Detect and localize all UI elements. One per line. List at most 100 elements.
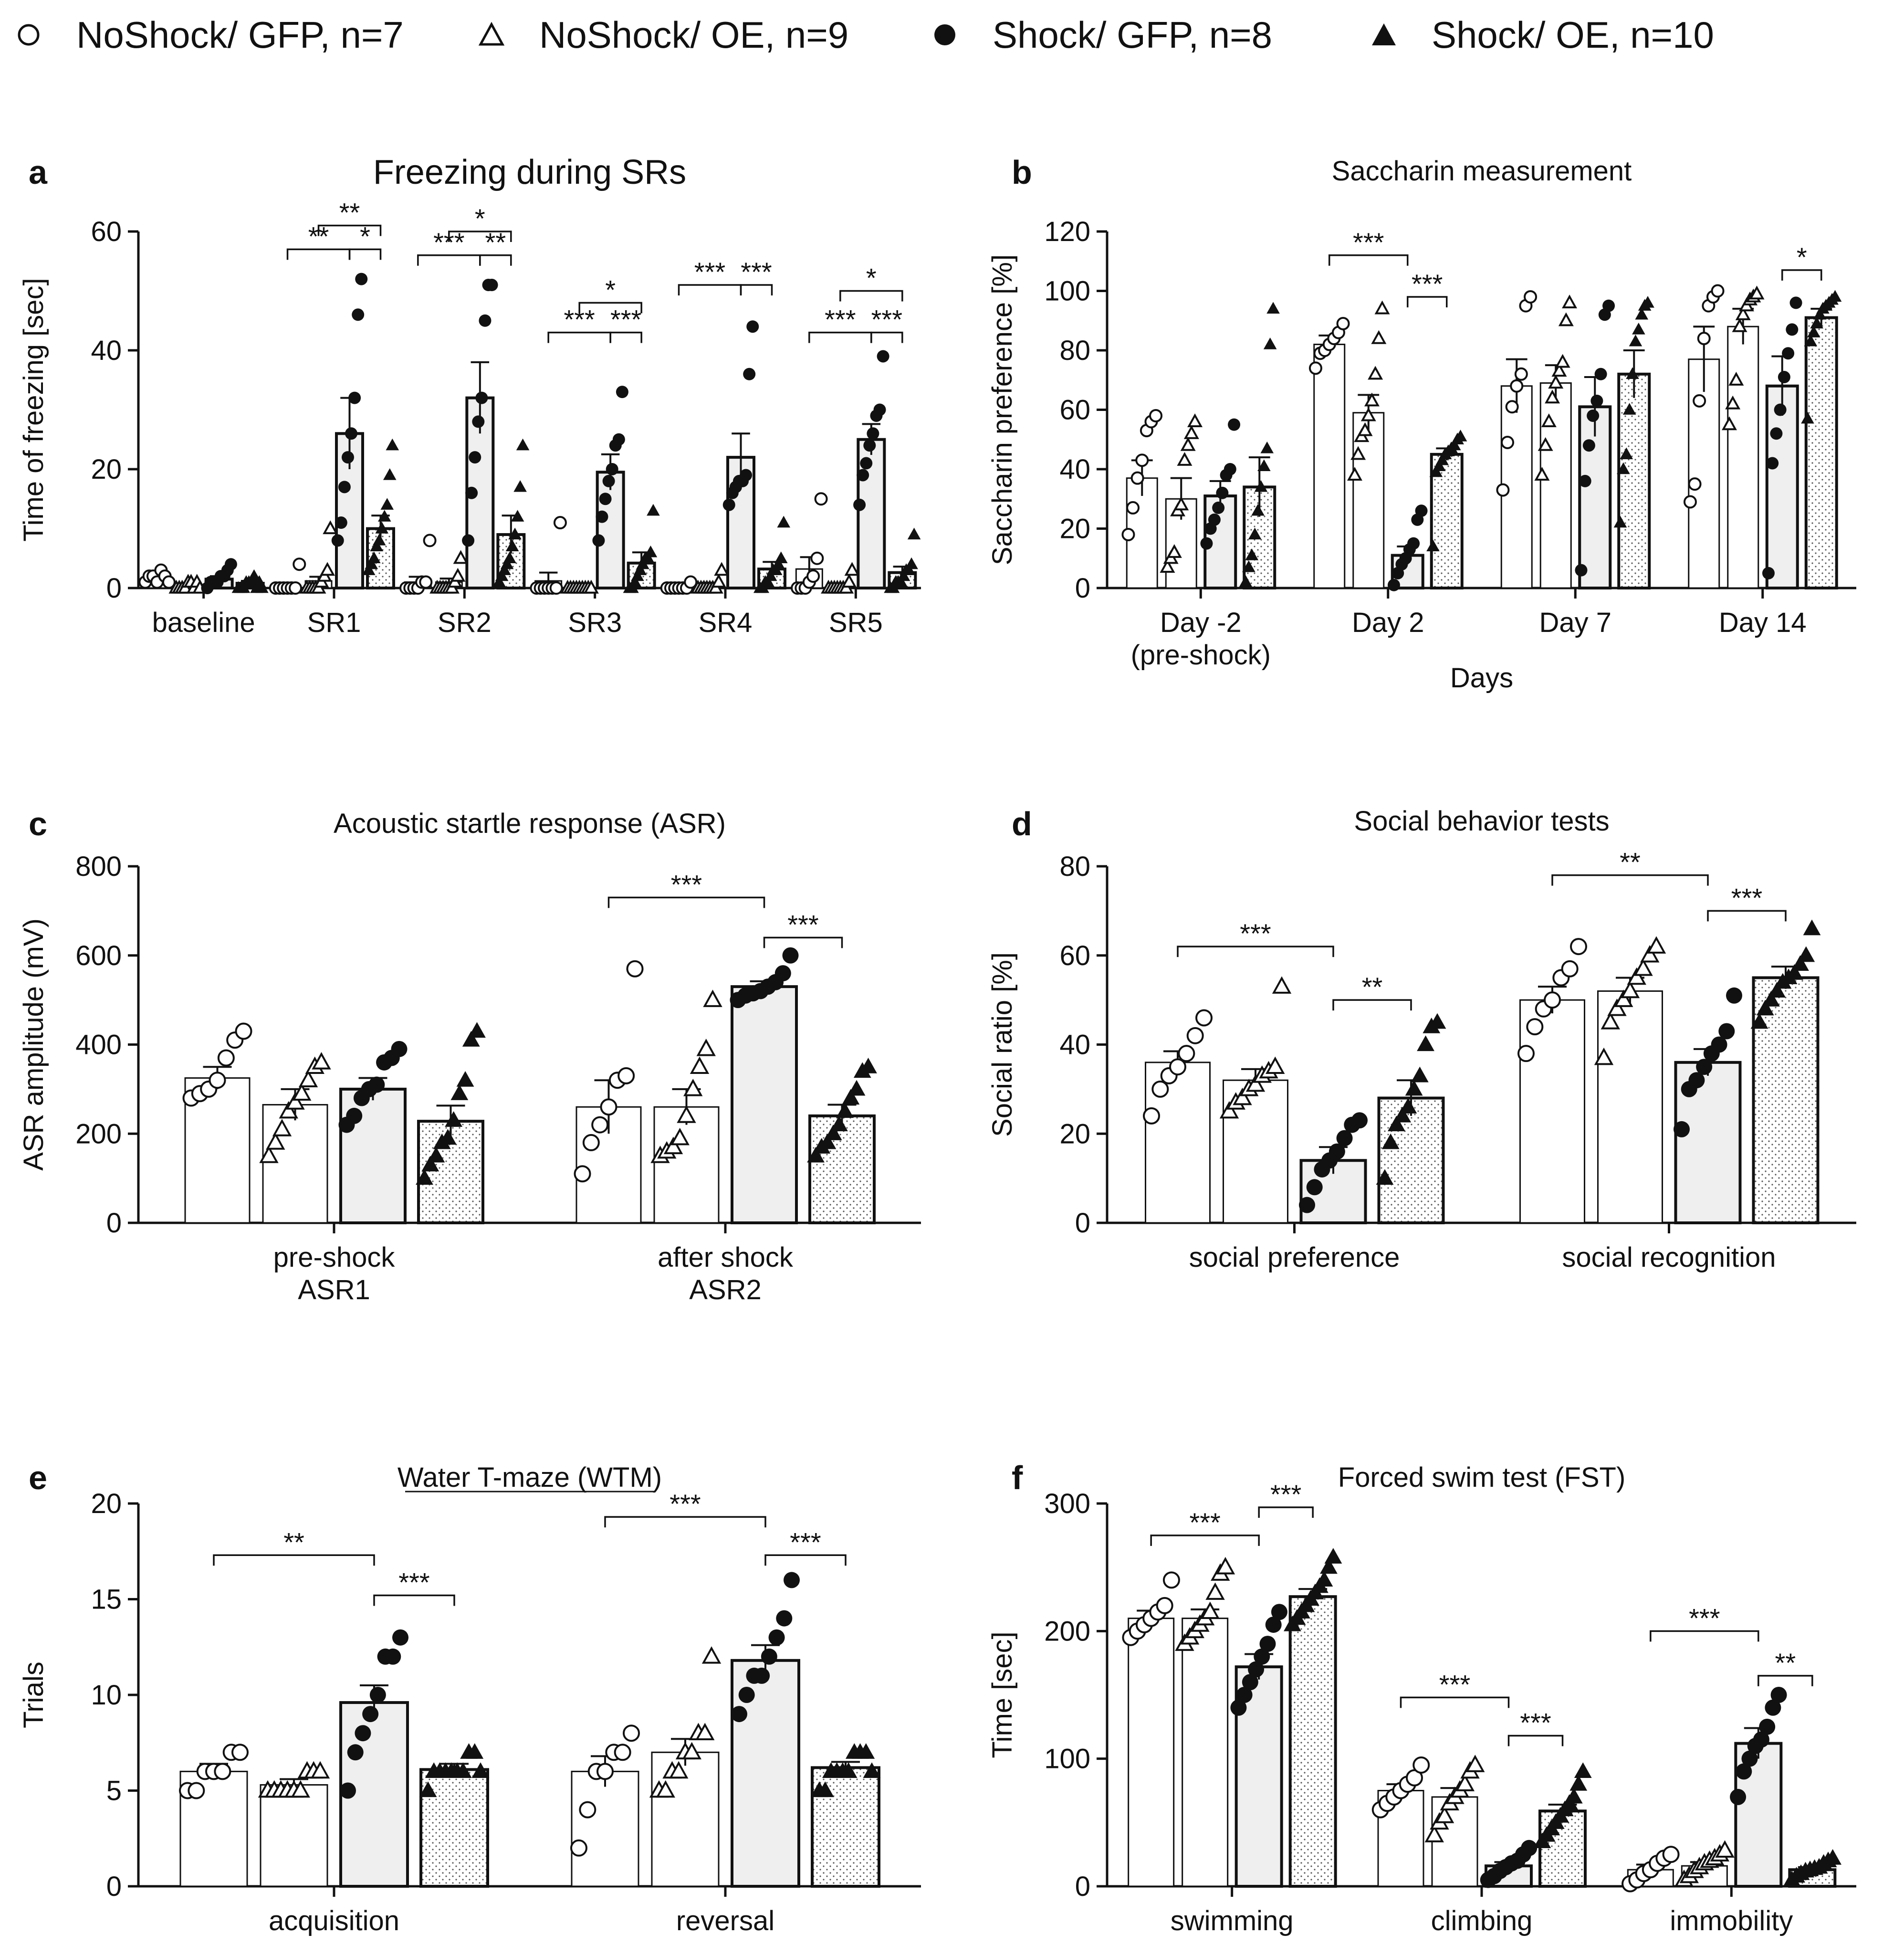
panel-letter: e xyxy=(29,1459,47,1496)
data-point xyxy=(1575,564,1588,577)
data-point xyxy=(508,527,522,540)
data-point xyxy=(1447,438,1461,451)
panel-letter: f xyxy=(1012,1459,1023,1496)
data-point xyxy=(1315,1571,1333,1587)
x-tick-label: immobility xyxy=(1670,1905,1793,1936)
data-point xyxy=(746,320,759,333)
y-tick-label: 20 xyxy=(91,1488,122,1519)
significance-bracket xyxy=(1177,946,1334,957)
data-point xyxy=(690,1056,710,1074)
data-point xyxy=(1785,964,1803,980)
data-point xyxy=(469,451,481,464)
data-point xyxy=(839,1762,858,1778)
x-axis-label: Days xyxy=(1450,662,1513,694)
data-point xyxy=(209,1072,226,1089)
data-point xyxy=(1224,463,1236,475)
significance-label: *** xyxy=(1520,1708,1551,1738)
chart-title: Saccharin measurement xyxy=(1332,156,1632,187)
data-point xyxy=(500,557,514,569)
x-tick-label: reversal xyxy=(676,1905,774,1936)
data-point xyxy=(392,1629,408,1646)
data-point xyxy=(606,463,618,475)
data-point xyxy=(367,551,381,563)
data-point xyxy=(1399,1098,1417,1114)
y-tick-label: 40 xyxy=(1059,1030,1090,1061)
data-point xyxy=(1725,395,1741,410)
bar xyxy=(1539,382,1572,589)
data-point xyxy=(599,493,612,505)
data-point xyxy=(516,438,530,451)
data-point xyxy=(814,492,828,506)
data-point xyxy=(1514,367,1528,381)
data-point xyxy=(1594,1047,1614,1065)
data-point xyxy=(753,1667,770,1684)
significance-label: * xyxy=(866,263,877,293)
x-tick-label: Day 2 xyxy=(1352,607,1424,638)
y-axis-label: Time of freezing [sec] xyxy=(18,278,49,541)
data-point xyxy=(1711,1036,1727,1053)
data-point xyxy=(857,469,869,482)
x-tick-label: SR5 xyxy=(829,607,883,638)
data-point xyxy=(626,581,639,593)
data-point xyxy=(761,575,775,587)
x-tick-label: climbing xyxy=(1431,1905,1533,1936)
significance-label: * xyxy=(605,274,616,305)
data-point xyxy=(1801,411,1814,424)
significance-bracket xyxy=(578,302,642,314)
data-point xyxy=(1544,991,1561,1009)
data-point xyxy=(816,1781,834,1798)
data-point xyxy=(347,1744,364,1761)
data-point xyxy=(859,1057,877,1073)
x-tick-label: Day -2 xyxy=(1160,607,1242,638)
data-point xyxy=(1770,427,1783,440)
data-point xyxy=(235,1022,252,1040)
data-point xyxy=(1376,1169,1394,1185)
data-point xyxy=(1160,559,1175,573)
bar xyxy=(1313,344,1346,589)
bar xyxy=(1128,1618,1175,1887)
bar xyxy=(1727,326,1759,589)
data-point xyxy=(1411,1066,1429,1083)
data-point xyxy=(738,1687,755,1703)
data-point xyxy=(818,1133,837,1149)
data-point xyxy=(472,415,485,428)
data-point xyxy=(1215,1556,1235,1575)
data-point xyxy=(731,1706,747,1723)
data-point xyxy=(764,569,777,581)
data-point xyxy=(1455,1774,1475,1791)
y-tick-label: 100 xyxy=(1044,1744,1090,1775)
data-point xyxy=(1248,1661,1265,1678)
data-point xyxy=(669,1761,689,1779)
data-point xyxy=(471,1762,490,1778)
significance-bracket xyxy=(1329,254,1409,266)
data-point xyxy=(656,1780,675,1798)
data-point xyxy=(369,1687,386,1703)
significance-bracket xyxy=(839,290,903,302)
data-point xyxy=(756,581,770,593)
significance-label: *** xyxy=(398,1567,429,1597)
data-point xyxy=(1130,471,1144,485)
data-point xyxy=(806,569,820,583)
data-point xyxy=(1351,1112,1368,1129)
data-point xyxy=(259,1146,279,1163)
data-point xyxy=(1524,290,1538,304)
panel-letter: c xyxy=(29,805,47,842)
data-point xyxy=(1711,284,1725,298)
data-point xyxy=(1726,987,1742,1004)
data-point xyxy=(614,1744,631,1761)
data-point xyxy=(1607,999,1627,1016)
data-point xyxy=(362,563,376,575)
data-point xyxy=(877,350,889,363)
legend-item-noshock-gfp: NoShock/ GFP, n=7 xyxy=(14,9,404,61)
data-point xyxy=(479,314,492,327)
data-point xyxy=(498,563,511,575)
data-point xyxy=(695,1723,715,1740)
data-point xyxy=(383,468,397,480)
y-tick-label: 40 xyxy=(1059,454,1090,485)
x-tick-label: SR3 xyxy=(568,607,622,638)
open-circle-icon xyxy=(18,24,40,46)
significance-label: *** xyxy=(610,305,641,335)
significance-label: *** xyxy=(825,305,856,335)
data-point xyxy=(1582,439,1595,452)
data-point xyxy=(231,1744,249,1761)
